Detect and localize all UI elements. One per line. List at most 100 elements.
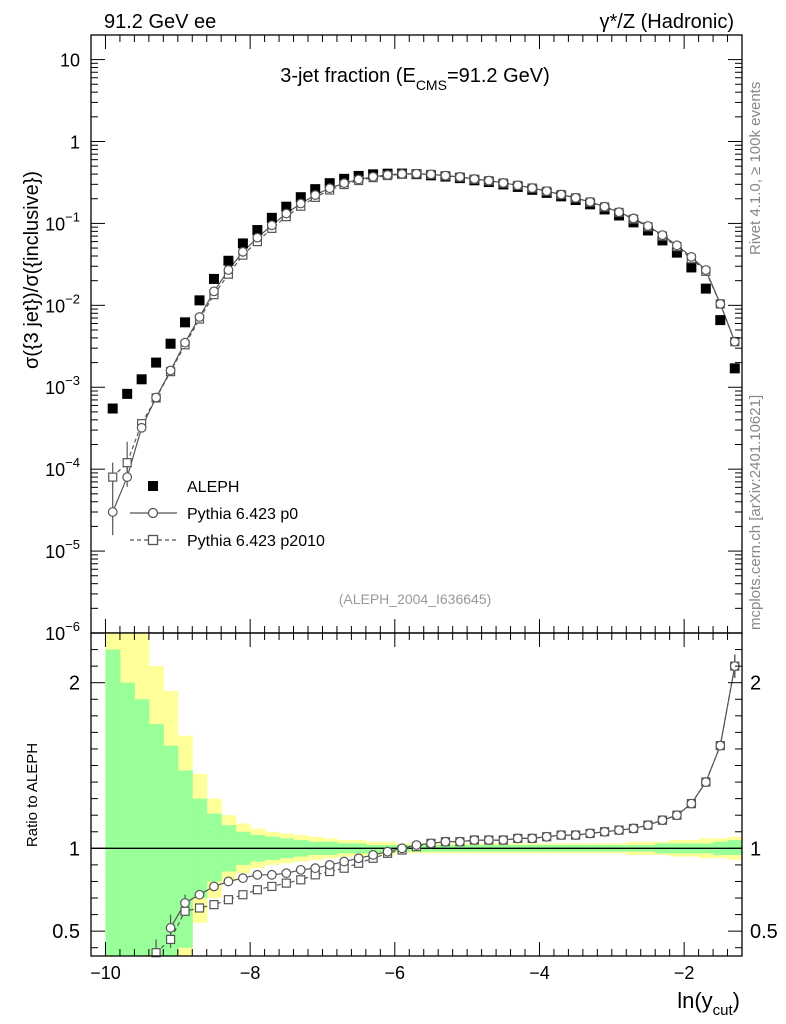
p0-point	[281, 208, 292, 219]
ratio-y-tick-label-right: 0.5	[750, 921, 778, 943]
ratio-p0-point	[599, 826, 610, 837]
ratio-p2010-point	[252, 885, 262, 895]
aleph-point	[107, 403, 118, 414]
p0-point	[426, 169, 436, 180]
ratio-p0-point	[643, 820, 653, 831]
ratio-p0-point	[180, 898, 190, 908]
p0-point	[368, 171, 379, 182]
ratio-p2010-point	[267, 881, 277, 892]
p0-point	[382, 170, 393, 180]
p2010-point	[122, 458, 132, 468]
ratio-p0-point	[556, 830, 567, 840]
p0-point	[729, 336, 740, 347]
x-tick-label: −4	[529, 963, 550, 983]
p0-point	[628, 213, 639, 224]
y-axis-label: σ({3 jet})/σ({inclusive})	[21, 171, 43, 369]
ratio-p0-point	[672, 810, 682, 821]
aleph-point	[136, 374, 147, 385]
ratio-band-inner	[163, 745, 179, 956]
ratio-p2010-point	[151, 948, 161, 958]
p0-point	[252, 232, 263, 243]
aleph-point	[715, 315, 726, 326]
ratio-p0-point	[628, 823, 639, 834]
ratio-y-tick-label-right: 2	[750, 673, 761, 695]
legend-p2010-marker	[147, 534, 159, 546]
p0-point	[397, 169, 407, 179]
ratio-p0-point	[455, 836, 465, 847]
ratio-p0-point	[585, 828, 595, 839]
ratio-band-inner	[177, 770, 193, 948]
aleph-point	[324, 178, 335, 189]
ratio-p0-point	[353, 853, 364, 864]
legend-aleph-label: ALEPH	[187, 479, 239, 496]
ratio-p0-point	[570, 830, 581, 840]
p0-point	[483, 175, 494, 186]
ratio-p0-point	[382, 846, 393, 857]
p0-point	[136, 422, 147, 433]
ratio-p0-point	[252, 869, 263, 880]
ratio-p0-point	[310, 863, 321, 874]
aleph-point	[223, 255, 234, 266]
p0-point	[165, 365, 176, 376]
ratio-p2010-point	[165, 934, 176, 945]
ratio-p0-point	[657, 815, 668, 826]
x-tick-label: −2	[674, 963, 695, 983]
ratio-p2010-point	[209, 900, 219, 910]
ratio-p0-point	[440, 836, 451, 847]
p0-point	[440, 170, 451, 181]
ratio-p0-point	[527, 833, 538, 844]
p2010-point	[108, 472, 118, 482]
mcplots-label: mcplots.cern.ch [arXiv:2401.10621]	[747, 395, 764, 630]
p0-point	[570, 192, 581, 203]
legend-p0-label: Pythia 6.423 p0	[187, 506, 298, 523]
ratio-p0-point	[469, 835, 480, 845]
p0-point	[556, 189, 567, 200]
ratio-y-tick-label-right: 1	[750, 838, 761, 860]
ratio-p0-point	[700, 777, 711, 787]
aleph-point	[295, 192, 306, 203]
plot-title: 3-jet fraction (ECMS=91.2 GeV)	[280, 65, 550, 93]
series-line-p2010	[112, 173, 736, 478]
ratio-p0-point	[339, 856, 350, 867]
ratio-band-inner	[134, 699, 150, 956]
ratio-p2010-point	[180, 906, 190, 916]
aleph-point	[194, 295, 205, 306]
p0-point	[266, 220, 277, 231]
ratio-p0-point	[512, 833, 523, 844]
aleph-point	[266, 212, 277, 223]
analysis-id: (ALEPH_2004_I636645)	[339, 591, 492, 607]
legend-p0-marker	[147, 507, 159, 519]
p0-point	[643, 221, 653, 231]
p0-point	[122, 472, 133, 483]
aleph-point	[700, 283, 711, 294]
ratio-p0-point	[715, 740, 726, 751]
y-tick-label: 10−3	[45, 373, 80, 398]
p0-point	[614, 207, 624, 218]
p0-point	[700, 265, 711, 275]
p0-point	[469, 174, 480, 184]
aleph-point	[151, 357, 162, 368]
p0-point	[223, 265, 234, 275]
legend: ALEPH Pythia 6.423 p0 Pythia 6.423 p2010	[130, 479, 325, 550]
p0-point	[151, 392, 162, 403]
ratio-line-p2010	[155, 665, 736, 954]
header-right: γ*/Z (Hadronic)	[600, 11, 734, 33]
x-tick-label: −6	[385, 963, 406, 983]
ratio-panel: −10 −8 −6 −4 −2 2 2 1 1 0.5 0.5 Ratio to ALEPH ln(…	[24, 632, 778, 1019]
ratio-y-axis-label: Ratio to ALEPH	[24, 743, 41, 847]
ratio-p2010-point	[296, 875, 306, 885]
p0-point	[455, 172, 465, 182]
ratio-p0-point	[541, 831, 552, 842]
p0-point	[686, 252, 697, 262]
p0-point	[657, 230, 668, 240]
ratio-p0-point	[411, 840, 422, 850]
aleph-point	[671, 247, 682, 258]
ratio-band-inner	[365, 845, 381, 854]
rivet-label: Rivet 4.1.0, ≥ 100k events	[747, 82, 764, 255]
p0-point	[599, 201, 610, 212]
ratio-y-tick-label: 1	[69, 838, 80, 860]
p0-point	[541, 186, 552, 196]
p0-point	[324, 183, 335, 194]
p0-point	[512, 180, 523, 191]
